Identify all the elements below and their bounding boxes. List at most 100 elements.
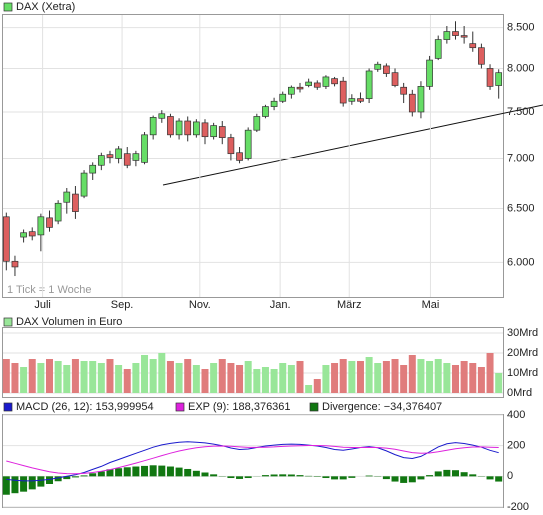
volume-bar <box>313 379 321 393</box>
volume-bar <box>54 361 62 393</box>
volume-bar <box>132 363 140 393</box>
divergence-bar <box>158 465 166 477</box>
divergence-bar <box>495 476 503 482</box>
candle-body <box>305 81 312 86</box>
divergence-bar <box>132 466 140 477</box>
x-tick-label: März <box>337 299 361 311</box>
volume-bar <box>244 361 252 393</box>
candle-body <box>262 106 269 117</box>
candle-body <box>408 93 416 113</box>
volume-bar <box>89 361 97 393</box>
divergence-bar <box>89 473 97 477</box>
volume-bar <box>158 353 166 393</box>
volume-bar <box>434 359 442 393</box>
candle-body <box>495 72 503 86</box>
divergence-bar <box>408 476 416 483</box>
candle-body <box>417 86 425 113</box>
candle-body <box>2 216 10 262</box>
divergence-bar <box>365 475 373 477</box>
volume-bar <box>339 359 347 393</box>
divergence-bar <box>391 476 399 482</box>
y-tick-label: 30Mrd <box>507 327 538 339</box>
divergence-bar <box>80 475 88 477</box>
candle-body <box>270 100 278 107</box>
candle-body <box>236 152 243 161</box>
volume-bar <box>175 363 183 393</box>
candle-body <box>383 65 390 74</box>
divergence-bar <box>426 475 434 477</box>
volume-bar <box>382 361 390 393</box>
candle-body <box>37 216 45 236</box>
y-tick-label: 8.000 <box>507 62 535 74</box>
candle-body <box>141 134 148 163</box>
candle-body <box>460 35 468 38</box>
candle-body <box>201 122 209 138</box>
y-tick-label: 10Mrd <box>507 367 538 379</box>
candle-body <box>158 113 166 119</box>
legend-swatch <box>309 402 319 412</box>
candle-body <box>313 82 321 88</box>
candle-body <box>193 121 200 136</box>
candle-body <box>106 154 114 158</box>
volume-bar <box>106 359 114 393</box>
candle-body <box>322 76 330 87</box>
volume-bar <box>331 363 339 393</box>
volume-bar <box>227 363 235 393</box>
volume-bar <box>279 363 287 393</box>
divergence-bar <box>270 474 278 477</box>
candle-body <box>469 43 477 49</box>
volume-bar <box>495 373 503 393</box>
volume-bar <box>426 361 434 393</box>
divergence-bar <box>451 470 459 477</box>
legend-swatch <box>3 317 13 327</box>
y-tick-label: 8.500 <box>507 21 535 33</box>
volume-bar <box>236 365 244 393</box>
divergence-bar <box>287 474 295 477</box>
candle-body <box>46 217 53 228</box>
candle-body <box>244 129 252 159</box>
volume-bar <box>97 363 105 393</box>
divergence-bar <box>469 474 477 477</box>
volume-bar <box>477 367 485 393</box>
x-tick-label: Nov. <box>189 299 211 311</box>
volume-bar <box>80 361 88 393</box>
divergence-bar <box>54 476 62 482</box>
candle-body <box>400 86 408 95</box>
trend-line <box>162 104 543 186</box>
volume-bar <box>400 365 408 393</box>
candle-body <box>72 193 79 212</box>
y-tick-label: 0 <box>507 470 513 482</box>
divergence-bar <box>348 476 356 478</box>
candle-body <box>339 80 347 104</box>
volume-bar <box>28 359 36 393</box>
legend-swatch <box>3 2 13 12</box>
divergence-bar <box>71 476 79 478</box>
volume-bar <box>305 385 313 393</box>
volume-bar <box>348 361 356 393</box>
divergence-bar <box>227 476 235 479</box>
volume-bar <box>201 369 209 393</box>
volume-bar <box>2 359 10 393</box>
candle-body <box>365 70 373 99</box>
volume-bar <box>37 363 45 393</box>
volume-bar <box>253 369 261 393</box>
y-tick-label: 200 <box>507 440 525 452</box>
y-tick-label: 0Mrd <box>507 387 532 399</box>
x-tick-label: Juli <box>34 299 51 311</box>
candle-body <box>132 153 140 161</box>
volume-bar <box>192 365 200 393</box>
legend-label: DAX Volumen in Euro <box>16 316 122 328</box>
legend-label: MACD (26, 12): 153,999954 <box>16 401 154 413</box>
candle-body <box>97 155 105 166</box>
candle-body <box>227 137 235 155</box>
volume-bar <box>322 365 330 393</box>
volume-bar <box>443 363 451 393</box>
candle-body <box>253 116 261 131</box>
divergence-bar <box>339 476 347 480</box>
divergence-bar <box>201 472 209 477</box>
volume-bar <box>356 361 364 393</box>
divergence-bar <box>261 475 269 477</box>
candle-body <box>486 68 494 87</box>
macd-line <box>6 441 499 482</box>
